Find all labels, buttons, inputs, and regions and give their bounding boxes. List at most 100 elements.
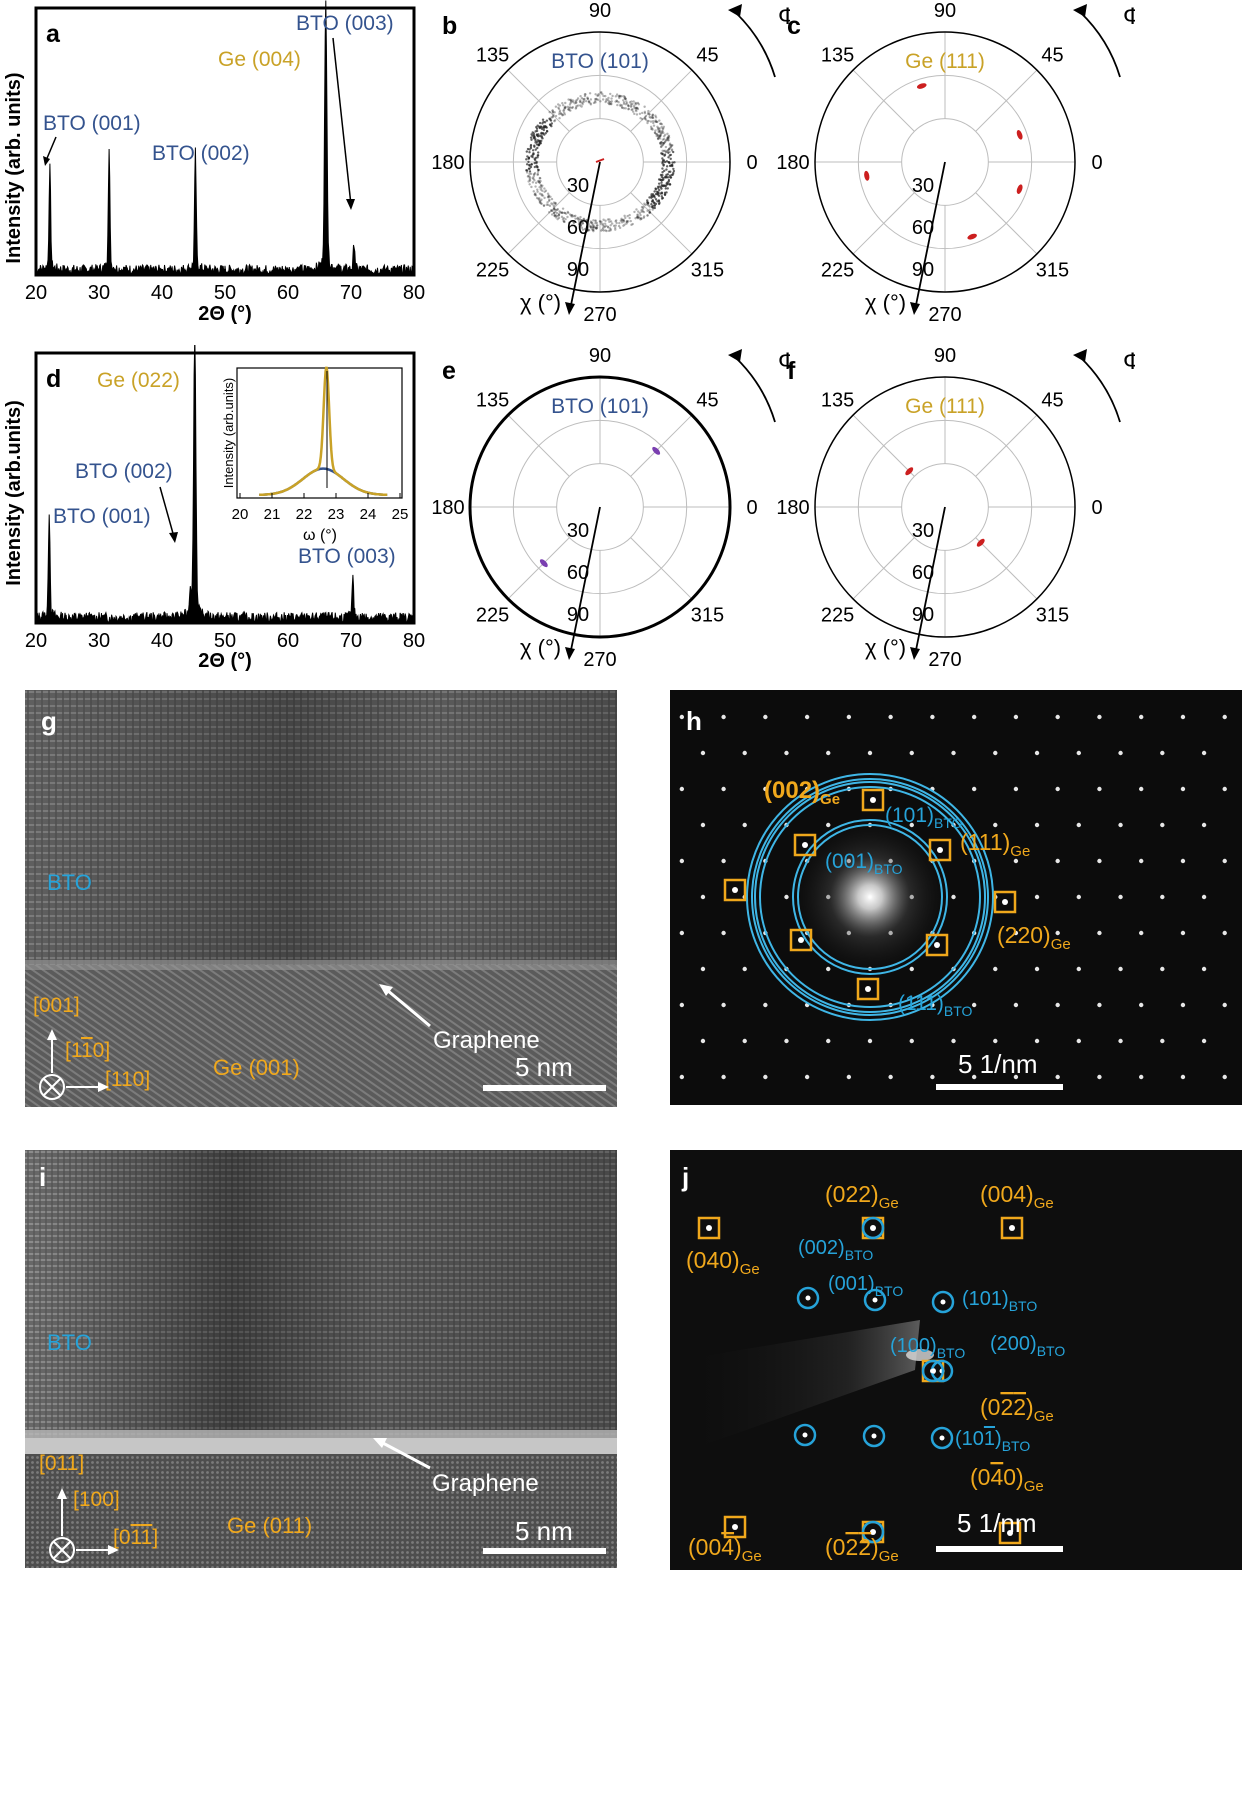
diffraction-spot bbox=[1222, 714, 1227, 720]
bto-intensity-ring bbox=[525, 91, 676, 233]
polar-radius-label: 30 bbox=[567, 175, 589, 197]
ge-spot-box bbox=[1000, 1216, 1024, 1240]
polar-angle-label: 45 bbox=[1041, 390, 1063, 412]
label-ge-i: Ge (011) bbox=[227, 1513, 312, 1538]
diffraction-spot bbox=[700, 894, 706, 900]
diffraction-spot bbox=[909, 966, 914, 972]
diffraction-spot bbox=[930, 1074, 935, 1080]
diffraction-spot bbox=[1076, 1038, 1081, 1044]
arrowhead bbox=[43, 156, 50, 166]
pole-spot bbox=[864, 170, 870, 181]
diffraction-spot bbox=[1034, 966, 1040, 972]
ge-spot-box bbox=[723, 1515, 747, 1539]
polar-radius-label: 60 bbox=[912, 562, 934, 584]
diffraction-spot bbox=[951, 750, 956, 756]
label-ge002-h: (002)Ge bbox=[764, 777, 840, 808]
diffraction-spot bbox=[1076, 822, 1081, 828]
diffraction-spot bbox=[763, 714, 768, 720]
diffraction-spot bbox=[721, 858, 726, 864]
bto-spot bbox=[802, 1432, 808, 1438]
bto-spot bbox=[805, 1295, 811, 1301]
diffraction-spot bbox=[679, 1002, 685, 1008]
arrow-bto003-a bbox=[332, 37, 352, 206]
diffraction-spot bbox=[742, 966, 747, 972]
diffraction-spot bbox=[679, 786, 685, 792]
ge-spot bbox=[870, 797, 876, 803]
pole-spot bbox=[539, 559, 548, 568]
diffraction-spot bbox=[826, 822, 831, 828]
diffraction-spot bbox=[909, 822, 914, 828]
label-bto001-d: BTO (001) bbox=[53, 505, 151, 528]
diffraction-spot bbox=[993, 1038, 998, 1044]
diffraction-spot bbox=[679, 930, 685, 936]
diffraction-spot bbox=[1180, 858, 1186, 864]
label-ge040-j: (040)Ge bbox=[686, 1247, 760, 1278]
label-ge-g: Ge (001) bbox=[213, 1055, 300, 1080]
arrowhead bbox=[1073, 349, 1087, 362]
bto-spot bbox=[940, 1299, 946, 1305]
polar-angle-label: 180 bbox=[776, 152, 809, 174]
diffraction-spot bbox=[1076, 966, 1081, 972]
diffraction-spot bbox=[1013, 1002, 1019, 1008]
ge-spot-box bbox=[697, 1216, 721, 1240]
bto-spot-ring bbox=[793, 1423, 817, 1447]
diffraction-spot bbox=[1055, 1002, 1060, 1008]
ylabel-a: Intensity (arb. units) bbox=[3, 72, 25, 263]
scalebar-text-i: 5 nm bbox=[515, 1516, 573, 1546]
label-ge00-4-j: (004)Ge bbox=[688, 1534, 762, 1565]
diffraction-spot bbox=[1097, 1074, 1102, 1080]
polar-angle-label: 225 bbox=[476, 604, 509, 626]
diffraction-spot bbox=[1139, 1074, 1144, 1080]
diffraction-spot bbox=[721, 786, 726, 792]
bto-spot bbox=[870, 1225, 876, 1231]
label-bto003-d: BTO (003) bbox=[298, 545, 396, 568]
x-tick-label: 80 bbox=[403, 630, 425, 652]
x-tick-label: 50 bbox=[214, 282, 236, 304]
ge-spot bbox=[706, 1225, 712, 1231]
polar-radius-label: 60 bbox=[567, 217, 589, 239]
polar-outer-ring bbox=[814, 31, 1076, 293]
arrowhead bbox=[47, 1029, 57, 1040]
ge-spot-box bbox=[998, 1521, 1022, 1545]
polar-angle-label: 270 bbox=[928, 304, 961, 326]
pole-figure-f: 90450315270225180135306090χ (°)Φ (°)fGe … bbox=[776, 345, 1135, 671]
diffraction-spot bbox=[1076, 750, 1081, 756]
diffraction-spot bbox=[1139, 786, 1144, 792]
phi-label: Φ (°) bbox=[778, 348, 790, 375]
arrow-bto002-d bbox=[159, 486, 175, 538]
phi-label: Φ (°) bbox=[778, 3, 790, 30]
beam-stop-shadow bbox=[680, 1320, 920, 1450]
polar-angle-label: 135 bbox=[476, 390, 509, 412]
label-bto002-d: BTO (002) bbox=[75, 460, 173, 483]
diffraction-spot bbox=[930, 714, 935, 720]
polar-grid bbox=[815, 32, 1075, 292]
diffraction-spot bbox=[1034, 1038, 1040, 1044]
polar-angle-label: 315 bbox=[1036, 259, 1069, 281]
diffraction-spot bbox=[1097, 786, 1102, 792]
inset-x-tick-label: 23 bbox=[328, 506, 345, 523]
diffraction-spot bbox=[1013, 714, 1019, 720]
diffraction-spot bbox=[784, 750, 789, 756]
x-tick-label: 80 bbox=[403, 282, 425, 304]
pole-figure-c: 90450315270225180135306090χ (°)Φ (°)cGe … bbox=[776, 0, 1135, 326]
diffraction-spot bbox=[971, 1074, 977, 1080]
panel-letter-d: d bbox=[46, 365, 61, 393]
ge-spot bbox=[1007, 1530, 1013, 1536]
diffraction-spot bbox=[700, 966, 706, 972]
label-ge220-h: (220)Ge bbox=[997, 922, 1071, 953]
dir-1-10: [110] bbox=[65, 1039, 110, 1062]
diffraction-spot bbox=[846, 714, 852, 720]
polar-angle-label: 225 bbox=[821, 259, 854, 281]
ge-spot bbox=[802, 842, 808, 848]
polar-angle-label: 225 bbox=[476, 259, 509, 281]
phi-label: Φ (°) bbox=[1123, 3, 1135, 30]
chi-label: χ (°) bbox=[520, 290, 561, 315]
label-ge0-2-2-j: (022)Ge bbox=[980, 1394, 1054, 1425]
arrowhead bbox=[565, 647, 575, 660]
plot-frame bbox=[34, 6, 416, 277]
hrtem-image-g: g BTO Ge (001) [001] [110] [110] Graphen… bbox=[25, 690, 617, 1107]
label-bto001-a: BTO (001) bbox=[43, 112, 141, 135]
polar-outer-ring bbox=[469, 31, 731, 293]
chi-label: χ (°) bbox=[865, 290, 906, 315]
chi-arrow bbox=[569, 506, 601, 656]
